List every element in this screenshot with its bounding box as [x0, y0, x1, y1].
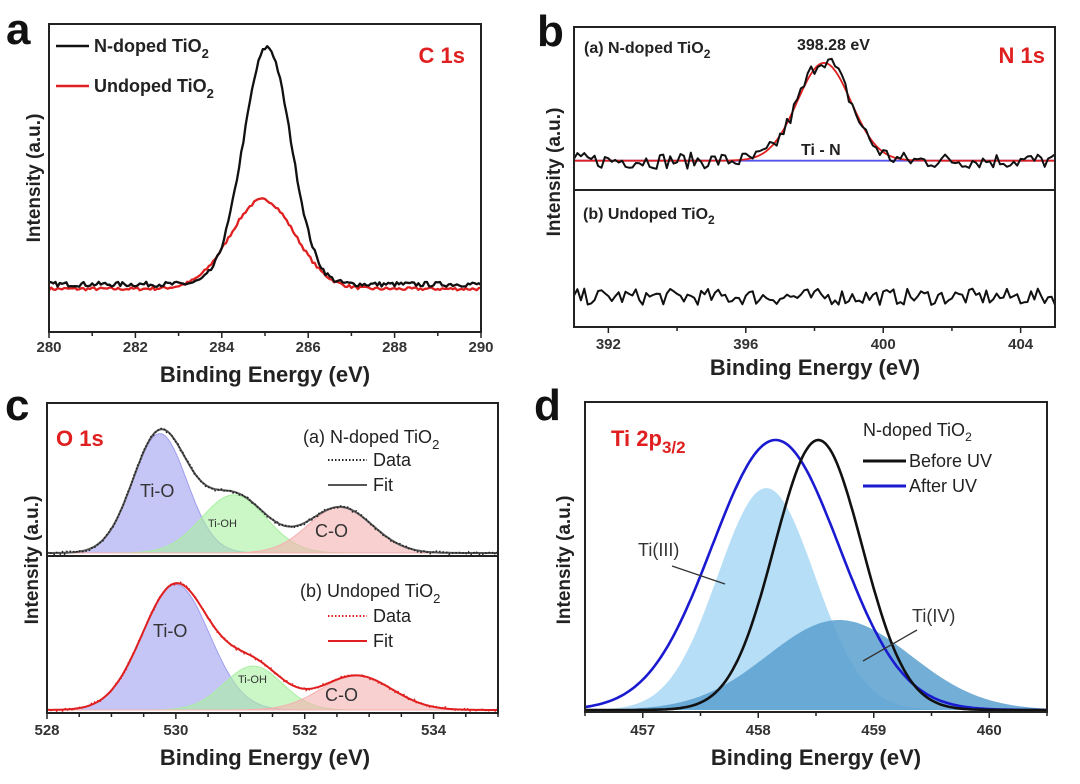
panel-c-sub-b-label: (b) Undoped TiO2	[300, 581, 440, 606]
series-line-after-uv	[584, 438, 1047, 712]
panel-letter-d: d	[534, 381, 561, 430]
component-tiiii-area	[585, 488, 1047, 710]
legend-d-before-label: Before UV	[909, 451, 992, 471]
x-tick-label: 288	[382, 339, 407, 356]
series-line-n-doped-tio2	[49, 45, 482, 288]
panel-d: d 457 458 459 460 Binding Energy (eV) Inten…	[534, 381, 1048, 770]
panel-letter-a: a	[6, 5, 31, 54]
legend-d-after-label: After UV	[909, 476, 977, 496]
x-tick-label: 528	[34, 722, 59, 739]
panel-c-plot-area	[46, 427, 499, 713]
x-tick-label: 459	[861, 722, 886, 739]
x-tick-label: 284	[209, 339, 235, 356]
panel-c-title: O 1s	[56, 426, 104, 451]
panel-a-plot-area	[48, 45, 482, 292]
panel-b-ylabel: Intensity (a.u.)	[544, 108, 565, 237]
panel-c-frame	[46, 402, 499, 714]
series-line-undoped-tio2	[48, 197, 482, 292]
panel-a-title: C 1s	[419, 43, 465, 68]
x-tick-label: 458	[746, 722, 771, 739]
series-line-before-uv	[585, 438, 1047, 712]
panel-c: c 528 530 532 534 Binding Energy (eV) Inten…	[5, 381, 499, 770]
subplot-a-fit-line	[574, 62, 1055, 162]
panel-a: a 280 282 284 286 288 290 Binding Energy (eV)…	[6, 5, 494, 387]
legend-label-undoped: Undoped TiO2	[94, 76, 214, 101]
panel-d-tiiv-leader	[862, 629, 918, 662]
legend-c-b-fit-label: Fit	[373, 631, 393, 651]
panel-letter-c: c	[5, 381, 29, 430]
panel-c-b-co-label: C-O	[325, 685, 358, 705]
panel-d-tiiv-label: Ti(IV)	[912, 606, 955, 626]
panel-d-x-ticks: 457 458 459 460	[584, 712, 1048, 739]
subplot-a-data-line	[46, 427, 499, 556]
panel-d-plot-area	[584, 438, 1047, 712]
panel-a-xlabel: Binding Energy (eV)	[160, 362, 370, 387]
subplot-a-data-line	[573, 57, 1056, 170]
panel-c-x-ticks: 528 530 532 534	[34, 713, 499, 739]
panel-d-xlabel: Binding Energy (eV)	[711, 745, 921, 770]
x-tick-label: 534	[421, 722, 447, 739]
panel-c-b-tioh-label: Ti-OH	[238, 674, 267, 686]
x-tick-label: 392	[596, 336, 621, 353]
x-tick-label: 282	[123, 339, 148, 356]
panel-b-ti-n-label: Ti - N	[801, 142, 841, 159]
x-tick-label: 460	[977, 722, 1002, 739]
x-tick-label: 457	[630, 722, 655, 739]
panel-a-legend: N-doped TiO2 Undoped TiO2	[56, 36, 214, 101]
panel-d-legend-title: N-doped TiO2	[863, 420, 972, 444]
x-tick-label: 286	[296, 339, 321, 356]
x-tick-label: 532	[292, 722, 317, 739]
legend-c-a-fit-label: Fit	[373, 475, 393, 495]
panel-c-a-tioh-label: Ti-OH	[208, 518, 237, 530]
panel-b-sub-b-label: (b) Undoped TiO2	[583, 206, 715, 227]
subplot-b-data-line	[573, 287, 1056, 306]
panel-b-plot-area	[573, 57, 1056, 306]
panel-c-a-tio-label: Ti-O	[140, 481, 174, 501]
panel-a-ylabel: Intensity (a.u.)	[24, 114, 45, 243]
panel-letter-b: b	[537, 7, 564, 56]
panel-c-sub-a-label: (a) N-doped TiO2	[303, 427, 439, 452]
legend-label-n-doped: N-doped TiO2	[94, 36, 209, 61]
subplot-b-data-line	[46, 581, 498, 713]
panel-d-tiiii-label: Ti(III)	[638, 540, 679, 560]
panel-b-xlabel: Binding Energy (eV)	[710, 355, 920, 380]
x-tick-label: 404	[1008, 336, 1034, 353]
panel-b: b 392 396 400 404 Binding Energy (eV) Inten…	[537, 7, 1056, 380]
legend-c-b-data-label: Data	[373, 606, 412, 626]
x-tick-label: 396	[733, 336, 758, 353]
x-tick-label: 530	[163, 722, 188, 739]
panel-b-x-ticks: 392 396 400 404	[596, 327, 1034, 353]
panel-b-sub-a-label: (a) N-doped TiO2	[584, 40, 711, 61]
panel-c-ylabel: Intensity (a.u.)	[22, 496, 43, 625]
panel-d-ylabel: Intensity (a.u.)	[554, 496, 575, 625]
legend-c-a-data-label: Data	[373, 450, 412, 470]
component-tiiv-area	[585, 620, 1047, 710]
panel-c-xlabel: Binding Energy (eV)	[160, 745, 370, 770]
panel-b-title: N 1s	[999, 43, 1045, 68]
panel-d-tiiii-leader	[671, 565, 726, 585]
panel-c-a-co-label: C-O	[315, 521, 348, 541]
panel-c-b-tio-label: Ti-O	[153, 621, 187, 641]
x-tick-label: 400	[871, 336, 896, 353]
x-tick-label: 290	[468, 339, 493, 356]
x-tick-label: 280	[36, 339, 61, 356]
panel-d-title: Ti 2p3/2	[611, 426, 686, 457]
panel-a-x-ticks: 280 282 284 286 288 290	[36, 332, 494, 356]
panel-b-peak-annotation: 398.28 eV	[797, 37, 870, 54]
